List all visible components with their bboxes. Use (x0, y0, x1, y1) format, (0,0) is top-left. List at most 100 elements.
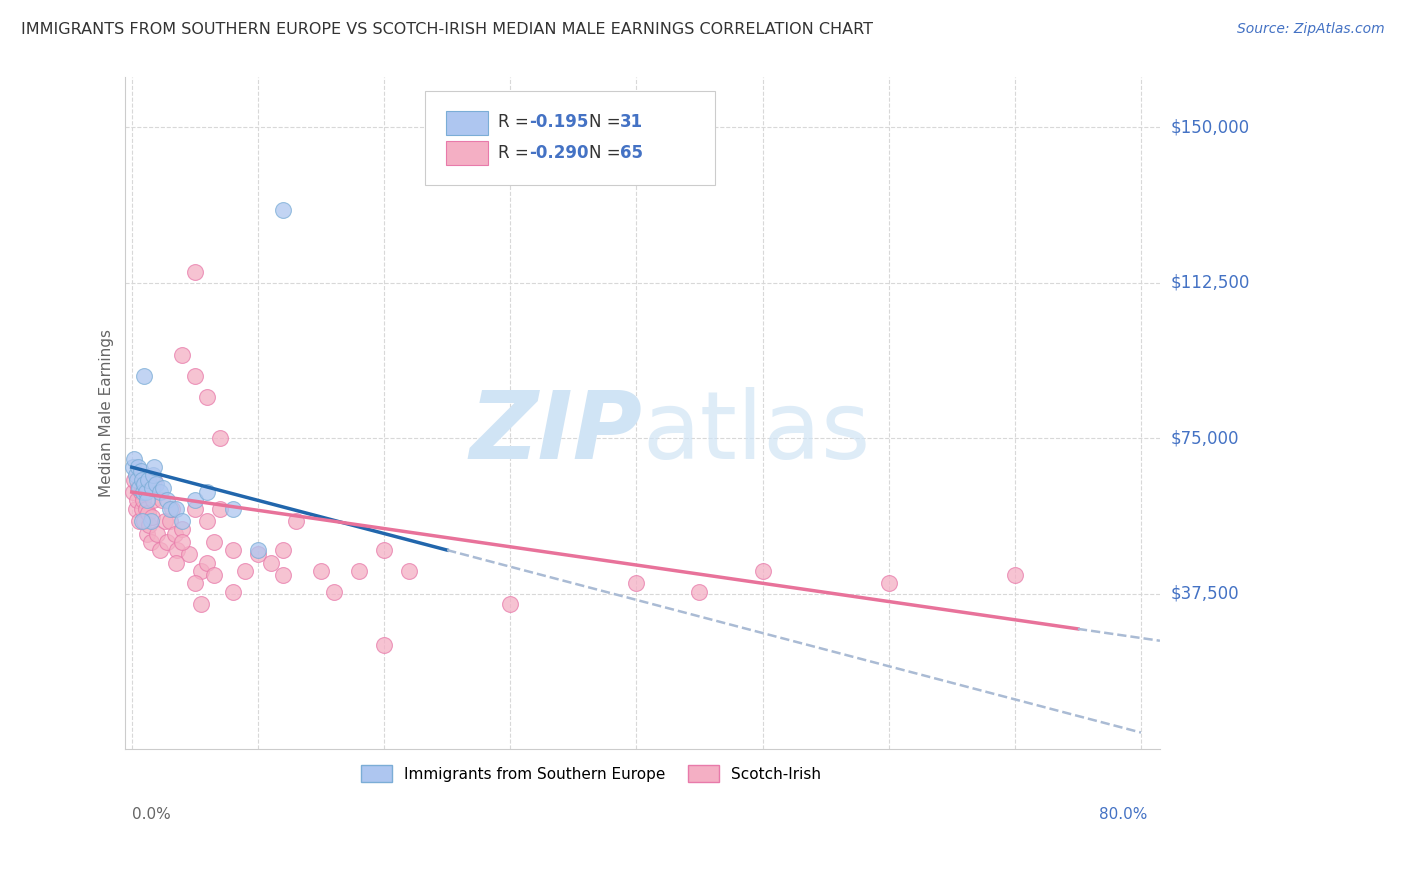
Text: $112,500: $112,500 (1171, 274, 1250, 292)
Point (172, 514, 194, 528)
Point (177, 547, 200, 561)
Point (373, 639, 395, 653)
Point (156, 493, 179, 508)
Point (184, 493, 207, 508)
Point (246, 543, 269, 558)
Text: -0.290: -0.290 (529, 144, 588, 161)
Point (159, 501, 181, 516)
Point (135, 493, 157, 508)
Point (222, 543, 245, 558)
Point (139, 534, 162, 549)
Point (135, 485, 157, 500)
Point (134, 368, 156, 383)
Y-axis label: Median Male Earnings: Median Male Earnings (100, 329, 114, 497)
Point (124, 468, 146, 483)
Point (184, 265, 207, 279)
Point (129, 485, 152, 500)
Point (145, 476, 167, 491)
Text: 80.0%: 80.0% (1099, 807, 1147, 822)
Point (222, 584, 245, 599)
Point (136, 506, 159, 520)
Point (136, 473, 159, 487)
Text: 0.0%: 0.0% (132, 807, 170, 822)
Point (135, 526, 157, 541)
Point (197, 514, 219, 528)
Point (129, 464, 152, 478)
Point (271, 543, 294, 558)
Point (124, 473, 146, 487)
Point (139, 514, 162, 528)
Point (172, 534, 194, 549)
Point (209, 431, 232, 445)
Point (141, 481, 163, 495)
Text: 65: 65 (620, 144, 643, 161)
Point (150, 493, 173, 508)
Point (197, 390, 219, 404)
Point (143, 473, 166, 487)
Point (134, 514, 156, 528)
Text: $37,500: $37,500 (1171, 584, 1240, 603)
Point (142, 493, 165, 508)
Point (125, 473, 148, 487)
Point (138, 518, 160, 533)
Point (153, 514, 176, 528)
Text: Source: ZipAtlas.com: Source: ZipAtlas.com (1237, 22, 1385, 37)
Point (128, 514, 150, 528)
Point (222, 501, 245, 516)
Point (398, 564, 420, 578)
Point (184, 368, 207, 383)
Point (347, 564, 370, 578)
Point (1004, 568, 1026, 582)
Point (124, 451, 146, 466)
Point (163, 526, 186, 541)
Point (877, 576, 900, 591)
Point (184, 501, 207, 516)
Legend: Immigrants from Southern Europe, Scotch-Irish: Immigrants from Southern Europe, Scotch-… (354, 758, 827, 789)
Text: IMMIGRANTS FROM SOUTHERN EUROPE VS SCOTCH-IRISH MEDIAN MALE EARNINGS CORRELATION: IMMIGRANTS FROM SOUTHERN EUROPE VS SCOTC… (21, 22, 873, 37)
Point (202, 568, 225, 582)
Point (131, 473, 153, 487)
Point (122, 460, 145, 475)
Point (141, 510, 163, 524)
Point (160, 501, 183, 516)
Text: N =: N = (589, 144, 626, 161)
Point (152, 481, 174, 495)
Point (131, 514, 153, 528)
Point (135, 501, 157, 516)
Point (271, 568, 294, 582)
Text: -0.195: -0.195 (529, 113, 588, 131)
Text: R =: R = (498, 113, 534, 131)
Text: R =: R = (498, 144, 534, 161)
Text: atlas: atlas (643, 387, 870, 479)
Point (259, 556, 281, 570)
Point (156, 534, 179, 549)
Point (373, 543, 395, 558)
Point (626, 576, 648, 591)
Point (190, 564, 212, 578)
Point (172, 522, 194, 536)
FancyBboxPatch shape (446, 141, 488, 165)
Point (233, 564, 256, 578)
Point (146, 526, 169, 541)
Point (124, 501, 146, 516)
Point (172, 348, 194, 362)
Point (688, 584, 710, 599)
Point (271, 203, 294, 218)
Point (131, 501, 153, 516)
Point (197, 556, 219, 570)
Point (190, 597, 212, 611)
Point (165, 556, 187, 570)
Text: 31: 31 (620, 113, 643, 131)
Point (197, 485, 219, 500)
Point (751, 564, 773, 578)
Point (284, 514, 307, 528)
Point (148, 485, 170, 500)
Point (127, 481, 149, 495)
Point (122, 485, 145, 500)
Point (132, 493, 155, 508)
Point (127, 460, 149, 475)
Point (128, 481, 150, 495)
Point (209, 501, 232, 516)
Text: ZIP: ZIP (470, 387, 643, 479)
Text: N =: N = (589, 113, 626, 131)
